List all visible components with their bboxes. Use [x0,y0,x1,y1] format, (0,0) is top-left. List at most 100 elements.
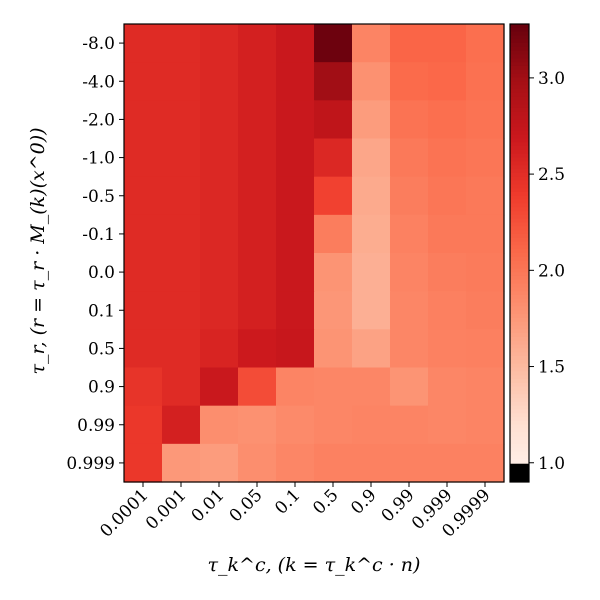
colorbar-segment [510,195,529,201]
colorbar-segment [510,382,529,388]
heatmap-cell [428,291,467,330]
heatmap-cell [200,100,239,140]
colorbar-axis: 1.0 1.5 2.0 2.5 3.0 [529,69,565,474]
heatmap-cell [124,62,163,101]
heatmap-cell [314,24,353,63]
colorbar-segment [510,130,529,136]
heatmap-cell [124,367,163,407]
colorbar-segment [510,268,529,273]
colorbar-segment [510,146,529,151]
colorbar-under-segment [510,463,529,482]
colorbar-segment [510,417,529,422]
heatmap-cell [314,367,353,407]
heatmap-cell [276,291,315,330]
colorbar-segment [510,249,529,254]
heatmap-cell [314,253,353,292]
heatmap-cell [276,443,315,483]
colorbar-segment [510,440,529,445]
heatmap-cell [428,405,467,445]
heatmap-cell [314,138,353,178]
heatmap-cell [276,24,315,63]
colorbar-tick-label: 1.0 [538,454,565,474]
heatmap-cell [428,176,467,216]
colorbar-segment [510,283,529,288]
heatmap-cell [390,443,429,483]
x-tick-label: 0.001 [142,485,191,534]
heatmap-cell [314,214,353,254]
colorbar-segment [510,230,529,235]
colorbar-segment [510,275,529,281]
heatmap-cell [200,24,239,63]
heatmap-cell [314,329,353,369]
colorbar-segment [510,424,529,430]
heatmap-cell [162,253,201,292]
heatmap-cell [162,62,201,101]
heatmap-cell [352,214,391,254]
colorbar-segment [510,65,529,71]
heatmap-cell [352,253,391,292]
heatmap-cell [200,138,239,178]
x-tick-label: 0.0001 [96,485,152,541]
colorbar-segment [510,27,529,33]
heatmap-cell [238,138,277,178]
heatmap-cell [352,176,391,216]
x-axis-label: τ_k^c, (k = τ_k^c · n) [208,554,421,576]
colorbar-segment [510,180,529,185]
colorbar-segment [510,172,529,178]
heatmap-cell [124,24,163,63]
colorbar-segment [510,134,529,140]
heatmap-cell [352,291,391,330]
heatmap-cell [162,176,201,216]
heatmap-cell [428,443,467,483]
colorbar-segment [510,241,529,246]
heatmap-cell [276,253,315,292]
colorbar-segment [510,165,529,170]
colorbar-segment [510,298,529,304]
heatmap-cell [276,329,315,369]
colorbar-segment [510,237,529,243]
colorbar-segment [510,161,529,166]
colorbar-segment [510,294,529,300]
heatmap-cell [276,176,315,216]
heatmap-cell [352,443,391,483]
y-tick-label: -0.5 [82,187,115,207]
colorbar-segment [510,348,529,353]
heatmap-cell [238,214,277,254]
colorbar-frame [509,23,530,483]
heatmap-cell [276,214,315,254]
heatmap-cell [162,367,201,407]
colorbar-segment [510,245,529,250]
colorbar-tick-label: 1.5 [538,358,565,378]
colorbar-tick-label: 3.0 [538,69,565,89]
heatmap-cell [162,443,201,483]
heatmap-cell [314,176,353,216]
plot-frame [123,23,505,483]
x-tick-label: 0.01 [188,485,229,526]
x-tick-label: 0.9 [347,485,380,518]
colorbar-tick-label: 2.0 [538,261,565,281]
y-tick-label: 0.99 [77,416,115,436]
heatmap-cell [466,138,505,178]
colorbar-segment [510,92,529,98]
heatmap-cell [124,138,163,178]
colorbar-segment [510,325,529,330]
y-tick-label: -4.0 [82,72,115,92]
colorbar-segment [510,356,529,361]
heatmap-cell [238,62,277,101]
heatmap-cell [200,367,239,407]
heatmap-cell [162,214,201,254]
heatmap-cell [200,62,239,101]
heatmap-cell [276,367,315,407]
colorbar-segment [510,256,529,262]
heatmap-cell [390,62,429,101]
colorbar-segment [510,420,529,426]
heatmap-cell [314,291,353,330]
colorbar-segment [510,264,529,269]
heatmap-cell [162,291,201,330]
colorbar-segment [510,100,529,105]
y-tick-label: 0.0 [88,263,115,283]
heatmap-cell [466,24,505,63]
colorbar-segment [510,333,529,338]
colorbar-segment [510,413,529,418]
colorbar-segment [510,157,529,162]
